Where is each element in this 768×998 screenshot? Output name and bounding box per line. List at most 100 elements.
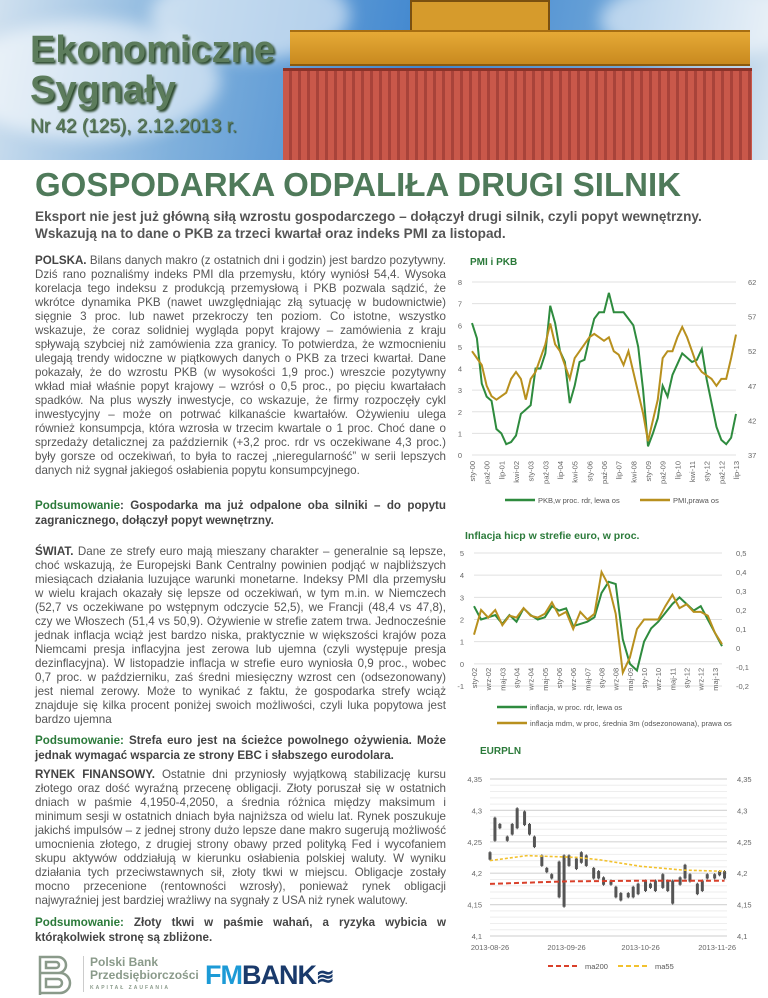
legend-label: ma55 [655,962,674,971]
y-left-tick: 0 [458,451,462,460]
y-right-tick: 0,3 [736,587,746,596]
legend-label: PKB,w proc. rdr, lewa os [538,496,620,505]
price-body [683,864,687,879]
x-tick: sty-02 [470,668,479,688]
y-right-tick: 4,1 [737,932,747,941]
price-body [493,817,497,841]
price-body [528,823,531,835]
y-left-tick: 5 [458,343,462,352]
y-left-tick: -1 [457,682,464,691]
price-body [592,867,596,879]
y-right-tick: 4,2 [737,869,747,878]
x-tick: lip-10 [673,461,682,479]
headline: GOSPODARKA ODPALIŁA DRUGI SILNIK [35,166,681,203]
x-tick: kwi-11 [688,461,697,482]
x-tick: kwi-05 [571,461,580,483]
x-tick: sty-12 [703,461,712,481]
y-right-tick: 47 [748,382,756,391]
x-tick: sty-06 [585,461,594,481]
y-left-tick: 4,15 [467,901,482,910]
chart1-title: PMI i PKB [470,257,518,268]
x-tick: maj-07 [583,668,592,691]
y-right-tick: 4,35 [737,775,752,784]
price-body [532,836,536,848]
y-right-tick: 42 [748,416,756,425]
legend-label: inflacja, w proc. rdr, lewa os [530,703,622,712]
x-tick: wrz-10 [654,668,663,692]
price-body [540,855,544,866]
section-swiat: ŚWIAT. Dane ze strefy euro mają mieszany… [35,545,446,726]
x-tick: maj-03 [498,668,507,691]
y-left-tick: 4 [460,571,464,580]
ma-line-ma200 [489,879,725,885]
ma-line-ma55 [489,854,725,873]
x-tick: sty-06 [555,668,564,688]
price-body [648,883,652,888]
x-tick: 2013-10-26 [621,943,659,952]
price-body [515,808,519,829]
x-tick: 2013-09-26 [547,943,585,952]
y-right-tick: 0,1 [736,625,746,634]
y-left-tick: 3 [458,386,462,395]
price-body [626,893,630,898]
price-body [718,871,722,876]
x-tick: 2013-08-26 [471,943,509,952]
x-tick: sty-12 [683,668,692,688]
x-tick: wrz-02 [484,668,493,692]
price-body [550,874,554,879]
y-right-tick: 37 [748,451,756,460]
price-body [619,893,623,901]
y-right-tick: 0,5 [736,549,746,558]
y-left-tick: 8 [458,278,462,287]
price-body [636,883,640,895]
y-left-tick: 7 [458,300,462,309]
x-tick: maj-05 [541,668,550,691]
price-body [614,886,618,898]
x-tick: sty-08 [598,668,607,688]
price-body [523,811,527,826]
y-left-tick: 4,25 [467,838,482,847]
summary-swiat: Podsumowanie: Strefa euro jest na ścieżc… [35,734,446,762]
y-right-tick: 4,15 [737,901,752,910]
y-left-tick: 3 [460,593,464,602]
price-body [574,858,578,870]
y-right-tick: -0,2 [736,682,749,691]
price-body [666,880,670,892]
chart3-title: EURPLN [480,746,522,757]
price-body [671,880,675,904]
brand-title: Ekonomiczne Sygnały [30,29,275,111]
x-tick: lip-04 [556,461,565,479]
y-left-tick: 4,2 [472,869,482,878]
x-tick: sty-00 [468,461,477,481]
price-body [653,880,657,892]
price-body [688,874,692,882]
price-body [597,871,601,879]
x-tick: lip-01 [497,461,506,479]
price-body [695,883,699,895]
section-rynek: RYNEK FINANSOWY. Ostatnie dni przyniosły… [35,768,446,907]
x-tick: sty-03 [527,461,536,481]
pbp-logo: Polski Bank Przedsiębiorczości KAPITAŁ ZAU… [35,954,199,998]
y-right-tick: 57 [748,313,756,322]
legend-label: inflacja mdm, w proc, średnia 3m (odsezo… [530,719,732,728]
price-body [510,823,514,835]
y-left-tick: 1 [458,429,462,438]
price-body [723,871,727,879]
y-left-tick: 4,1 [472,932,482,941]
price-body [678,877,682,885]
y-left-tick: 4 [458,365,462,374]
price-body [644,880,648,892]
price-body [488,852,492,860]
wheat-icon: ≋ [315,964,334,989]
chart2-title: Inflacja hicp w strefie euro, w proc. [465,530,640,542]
issue-number: Nr 42 (125), 2.12.2013 r. [30,116,238,137]
series-line-1 [473,580,723,673]
price-body [498,823,502,829]
y-right-tick: -0,1 [736,663,749,672]
y-right-tick: 0 [736,644,740,653]
price-body [631,886,635,898]
price-body [609,880,613,885]
section-polska: POLSKA. Bilans danych makro (z ostatnich… [35,254,446,477]
price-body [567,855,571,866]
